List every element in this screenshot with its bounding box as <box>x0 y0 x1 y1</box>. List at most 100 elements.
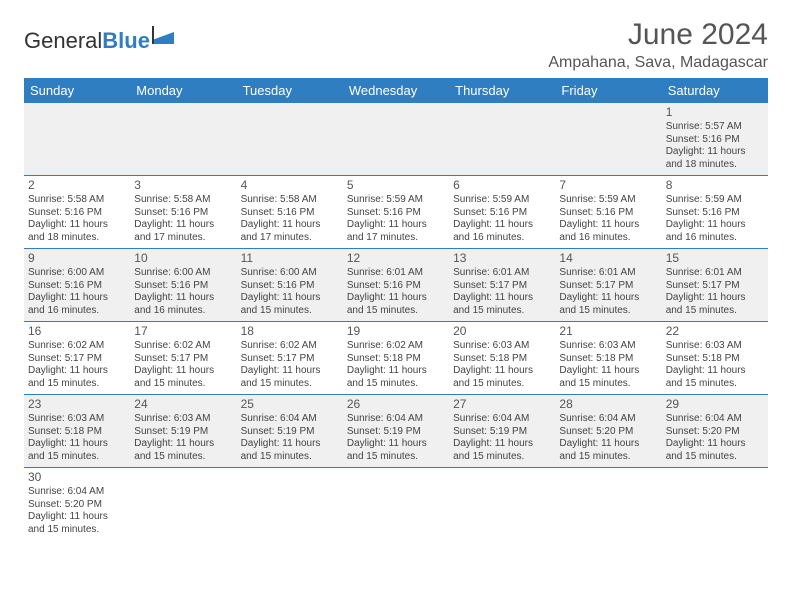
day-number: 19 <box>347 324 445 339</box>
sunset-line: Sunset: 5:18 PM <box>559 353 657 366</box>
sunset-line: Sunset: 5:17 PM <box>28 353 126 366</box>
sunrise-line: Sunrise: 6:04 AM <box>28 486 126 499</box>
daylight-line: Daylight: 11 hours and 16 minutes. <box>28 292 126 317</box>
day-number: 21 <box>559 324 657 339</box>
day-cell: 19Sunrise: 6:02 AMSunset: 5:18 PMDayligh… <box>343 322 449 395</box>
sunset-line: Sunset: 5:16 PM <box>347 207 445 220</box>
sunset-line: Sunset: 5:17 PM <box>666 280 764 293</box>
daylight-line: Daylight: 11 hours and 16 minutes. <box>559 219 657 244</box>
sunrise-line: Sunrise: 5:57 AM <box>666 121 764 134</box>
day-number: 26 <box>347 397 445 412</box>
sunset-line: Sunset: 5:19 PM <box>347 426 445 439</box>
day-header: Thursday <box>449 78 555 103</box>
sunrise-line: Sunrise: 6:04 AM <box>559 413 657 426</box>
daylight-line: Daylight: 11 hours and 15 minutes. <box>241 365 339 390</box>
sunrise-line: Sunrise: 6:03 AM <box>28 413 126 426</box>
daylight-line: Daylight: 11 hours and 17 minutes. <box>347 219 445 244</box>
blank-cell <box>237 103 343 176</box>
sunset-line: Sunset: 5:20 PM <box>666 426 764 439</box>
daylight-line: Daylight: 11 hours and 15 minutes. <box>28 511 126 536</box>
daylight-line: Daylight: 11 hours and 15 minutes. <box>134 365 232 390</box>
blank-cell <box>237 468 343 541</box>
blank-cell <box>343 103 449 176</box>
sunrise-line: Sunrise: 6:03 AM <box>559 340 657 353</box>
sunset-line: Sunset: 5:16 PM <box>28 280 126 293</box>
daylight-line: Daylight: 11 hours and 16 minutes. <box>453 219 551 244</box>
daylight-line: Daylight: 11 hours and 16 minutes. <box>134 292 232 317</box>
day-cell: 27Sunrise: 6:04 AMSunset: 5:19 PMDayligh… <box>449 395 555 468</box>
sunset-line: Sunset: 5:18 PM <box>666 353 764 366</box>
day-number: 4 <box>241 178 339 193</box>
day-number: 23 <box>28 397 126 412</box>
day-cell: 17Sunrise: 6:02 AMSunset: 5:17 PMDayligh… <box>130 322 236 395</box>
day-number: 13 <box>453 251 551 266</box>
sunset-line: Sunset: 5:18 PM <box>28 426 126 439</box>
blank-cell <box>555 103 661 176</box>
day-cell: 6Sunrise: 5:59 AMSunset: 5:16 PMDaylight… <box>449 176 555 249</box>
sunrise-line: Sunrise: 6:03 AM <box>134 413 232 426</box>
day-cell: 13Sunrise: 6:01 AMSunset: 5:17 PMDayligh… <box>449 249 555 322</box>
logo-text-a: General <box>24 28 102 54</box>
daylight-line: Daylight: 11 hours and 15 minutes. <box>347 292 445 317</box>
day-cell: 7Sunrise: 5:59 AMSunset: 5:16 PMDaylight… <box>555 176 661 249</box>
daylight-line: Daylight: 11 hours and 15 minutes. <box>453 365 551 390</box>
day-header: Monday <box>130 78 236 103</box>
daylight-line: Daylight: 11 hours and 15 minutes. <box>666 365 764 390</box>
day-number: 7 <box>559 178 657 193</box>
sunrise-line: Sunrise: 5:59 AM <box>453 194 551 207</box>
sunrise-line: Sunrise: 6:04 AM <box>241 413 339 426</box>
sunset-line: Sunset: 5:16 PM <box>134 280 232 293</box>
day-number: 27 <box>453 397 551 412</box>
day-header-row: SundayMondayTuesdayWednesdayThursdayFrid… <box>24 78 768 103</box>
sunrise-line: Sunrise: 6:03 AM <box>666 340 764 353</box>
sunrise-line: Sunrise: 5:58 AM <box>241 194 339 207</box>
day-number: 5 <box>347 178 445 193</box>
day-number: 18 <box>241 324 339 339</box>
page-title: June 2024 <box>548 18 768 52</box>
day-number: 25 <box>241 397 339 412</box>
sunrise-line: Sunrise: 6:02 AM <box>28 340 126 353</box>
daylight-line: Daylight: 11 hours and 15 minutes. <box>453 292 551 317</box>
sunrise-line: Sunrise: 5:58 AM <box>134 194 232 207</box>
day-number: 1 <box>666 105 764 120</box>
day-number: 9 <box>28 251 126 266</box>
day-number: 10 <box>134 251 232 266</box>
sunset-line: Sunset: 5:16 PM <box>241 207 339 220</box>
sunset-line: Sunset: 5:16 PM <box>453 207 551 220</box>
day-number: 20 <box>453 324 551 339</box>
daylight-line: Daylight: 11 hours and 16 minutes. <box>666 219 764 244</box>
daylight-line: Daylight: 11 hours and 15 minutes. <box>347 438 445 463</box>
sunrise-line: Sunrise: 5:59 AM <box>347 194 445 207</box>
day-number: 17 <box>134 324 232 339</box>
sunrise-line: Sunrise: 6:03 AM <box>453 340 551 353</box>
day-number: 3 <box>134 178 232 193</box>
daylight-line: Daylight: 11 hours and 15 minutes. <box>241 292 339 317</box>
title-block: June 2024 Ampahana, Sava, Madagascar <box>548 18 768 72</box>
day-cell: 1Sunrise: 5:57 AMSunset: 5:16 PMDaylight… <box>662 103 768 176</box>
day-cell: 5Sunrise: 5:59 AMSunset: 5:16 PMDaylight… <box>343 176 449 249</box>
day-number: 6 <box>453 178 551 193</box>
sunrise-line: Sunrise: 6:01 AM <box>453 267 551 280</box>
day-cell: 4Sunrise: 5:58 AMSunset: 5:16 PMDaylight… <box>237 176 343 249</box>
header: GeneralBlue June 2024 Ampahana, Sava, Ma… <box>24 18 768 72</box>
day-cell: 9Sunrise: 6:00 AMSunset: 5:16 PMDaylight… <box>24 249 130 322</box>
sunset-line: Sunset: 5:16 PM <box>134 207 232 220</box>
daylight-line: Daylight: 11 hours and 15 minutes. <box>347 365 445 390</box>
calendar-table: SundayMondayTuesdayWednesdayThursdayFrid… <box>24 78 768 540</box>
sunset-line: Sunset: 5:19 PM <box>453 426 551 439</box>
day-cell: 16Sunrise: 6:02 AMSunset: 5:17 PMDayligh… <box>24 322 130 395</box>
day-cell: 20Sunrise: 6:03 AMSunset: 5:18 PMDayligh… <box>449 322 555 395</box>
day-cell: 25Sunrise: 6:04 AMSunset: 5:19 PMDayligh… <box>237 395 343 468</box>
day-number: 11 <box>241 251 339 266</box>
sunset-line: Sunset: 5:20 PM <box>559 426 657 439</box>
day-number: 22 <box>666 324 764 339</box>
sunset-line: Sunset: 5:17 PM <box>134 353 232 366</box>
day-number: 16 <box>28 324 126 339</box>
sunset-line: Sunset: 5:18 PM <box>347 353 445 366</box>
daylight-line: Daylight: 11 hours and 17 minutes. <box>134 219 232 244</box>
day-number: 15 <box>666 251 764 266</box>
day-cell: 26Sunrise: 6:04 AMSunset: 5:19 PMDayligh… <box>343 395 449 468</box>
sunset-line: Sunset: 5:16 PM <box>347 280 445 293</box>
day-cell: 23Sunrise: 6:03 AMSunset: 5:18 PMDayligh… <box>24 395 130 468</box>
day-cell: 10Sunrise: 6:00 AMSunset: 5:16 PMDayligh… <box>130 249 236 322</box>
